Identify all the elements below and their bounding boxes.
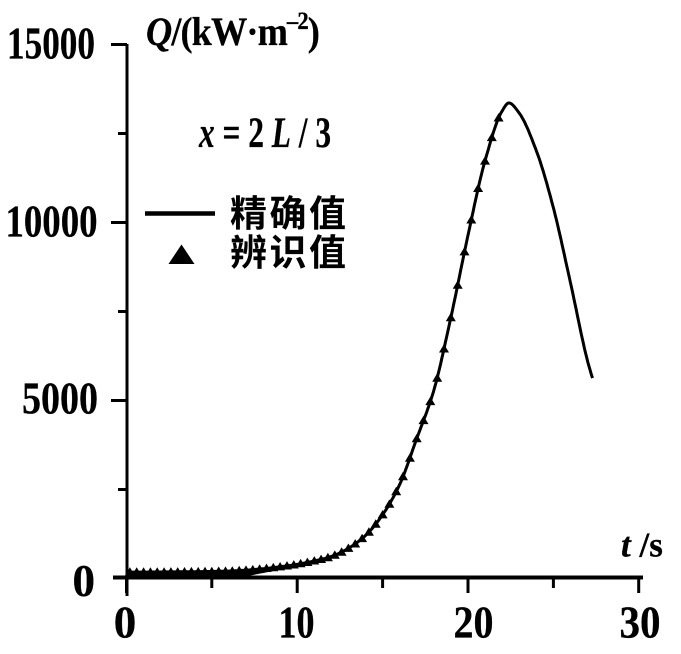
svg-text:0: 0 <box>73 556 96 606</box>
svg-text:t /s: t /s <box>621 526 663 565</box>
svg-text:5000: 5000 <box>22 374 98 424</box>
svg-text:0: 0 <box>114 598 137 648</box>
svg-text:15000: 15000 <box>7 19 95 69</box>
svg-text:30: 30 <box>620 598 661 648</box>
svg-text:10000: 10000 <box>6 197 98 247</box>
svg-text:x = 2 L / 3: x = 2 L / 3 <box>198 110 331 157</box>
svg-text:Q/(kW·m–2): Q/(kW·m–2) <box>146 8 319 54</box>
svg-text:10: 10 <box>279 598 315 648</box>
svg-text:20: 20 <box>454 598 494 648</box>
